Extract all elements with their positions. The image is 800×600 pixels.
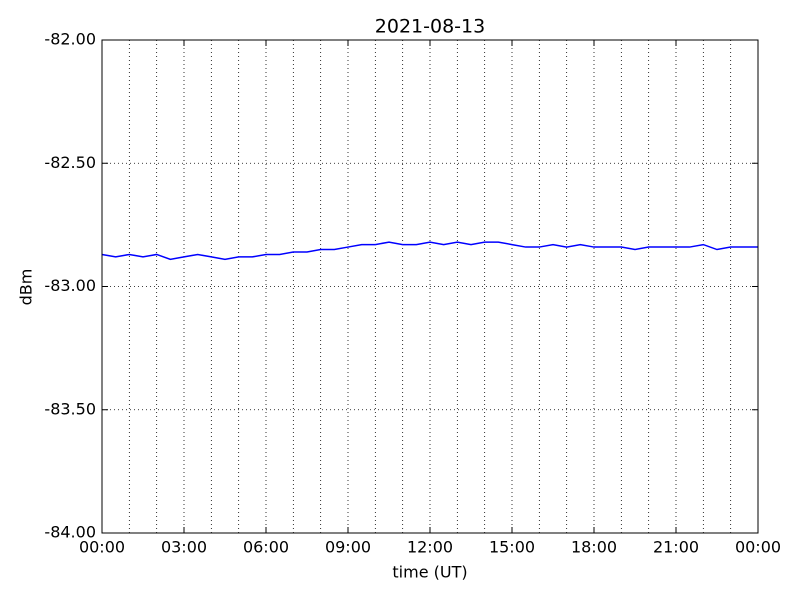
data-line [101,241,758,261]
y-tick-label: -83.00 [44,276,96,295]
x-tick-label: 12:00 [407,538,453,557]
x-tick-label: 09:00 [325,538,371,557]
plot-layer [101,241,758,261]
x-tick-label: 18:00 [571,538,617,557]
x-tick-label: 00:00 [735,538,781,557]
y-tick-label: -82.00 [44,30,96,49]
x-tick-label: 06:00 [243,538,289,557]
x-tick-label: 00:00 [79,538,125,557]
x-axis-label: time (UT) [392,563,467,582]
y-axis-label: dBm [17,269,36,306]
x-tick-label: 03:00 [161,538,207,557]
chart-title: 2021-08-13 [375,16,485,38]
x-tick-label: 15:00 [489,538,535,557]
y-tick-label: -82.50 [44,153,96,172]
x-tick-label: 21:00 [653,538,699,557]
y-tick-label: -83.50 [44,399,96,418]
y-tick-label: -84.00 [44,523,96,542]
grid-layer [101,39,759,534]
